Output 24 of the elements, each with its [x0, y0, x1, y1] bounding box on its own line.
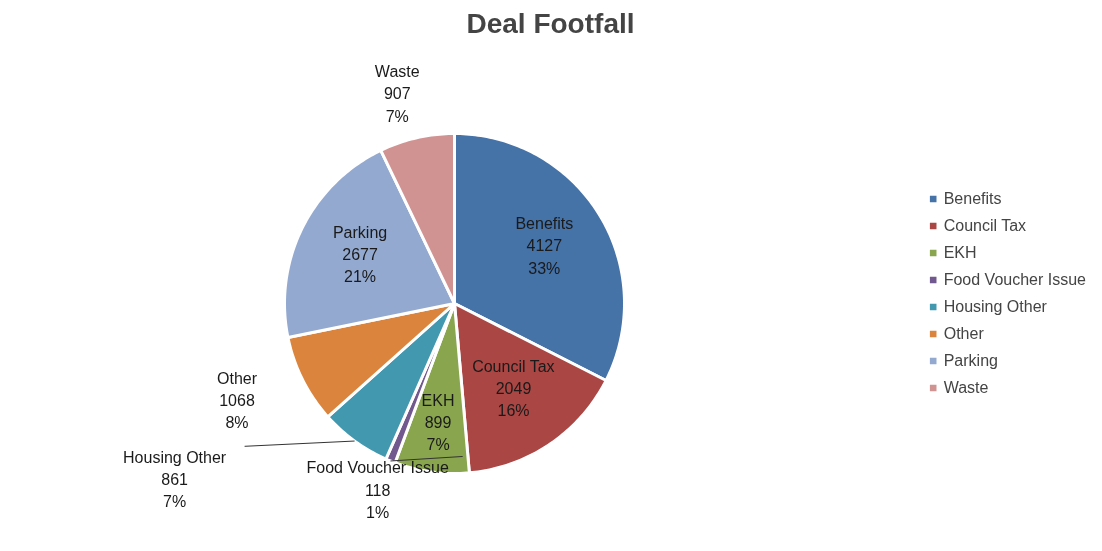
legend-label: Parking [943, 351, 998, 370]
legend-label: Other [943, 324, 984, 343]
legend-label: Benefits [943, 189, 1002, 208]
legend-label: Housing Other [943, 297, 1047, 316]
chart-title: Deal Footfall [466, 7, 635, 39]
slice-label: Other [217, 369, 258, 387]
data-label: 907 7% [383, 85, 411, 125]
data-label: 899 7% [424, 413, 452, 453]
legend-label: Council Tax [943, 216, 1027, 235]
data-label: 861 7% [161, 471, 189, 511]
data-label: 118 1% [364, 481, 391, 521]
legend-label: EKH [943, 243, 977, 262]
data-label: 2049 16% [495, 379, 532, 420]
slice-label: Council Tax [472, 357, 555, 375]
data-label: 1068 8% [219, 391, 255, 431]
legend-label: Waste [943, 378, 989, 397]
slice-label: Parking [332, 223, 388, 241]
slice-label: EKH [421, 391, 455, 409]
slice-label: Waste [374, 63, 420, 81]
data-label: 2677 21% [342, 245, 378, 285]
slice-label: Benefits [515, 215, 574, 233]
slice-label: Housing Other [123, 449, 227, 467]
data-label: 4127 33% [526, 237, 563, 277]
legend-label: Food Voucher Issue [943, 270, 1086, 289]
